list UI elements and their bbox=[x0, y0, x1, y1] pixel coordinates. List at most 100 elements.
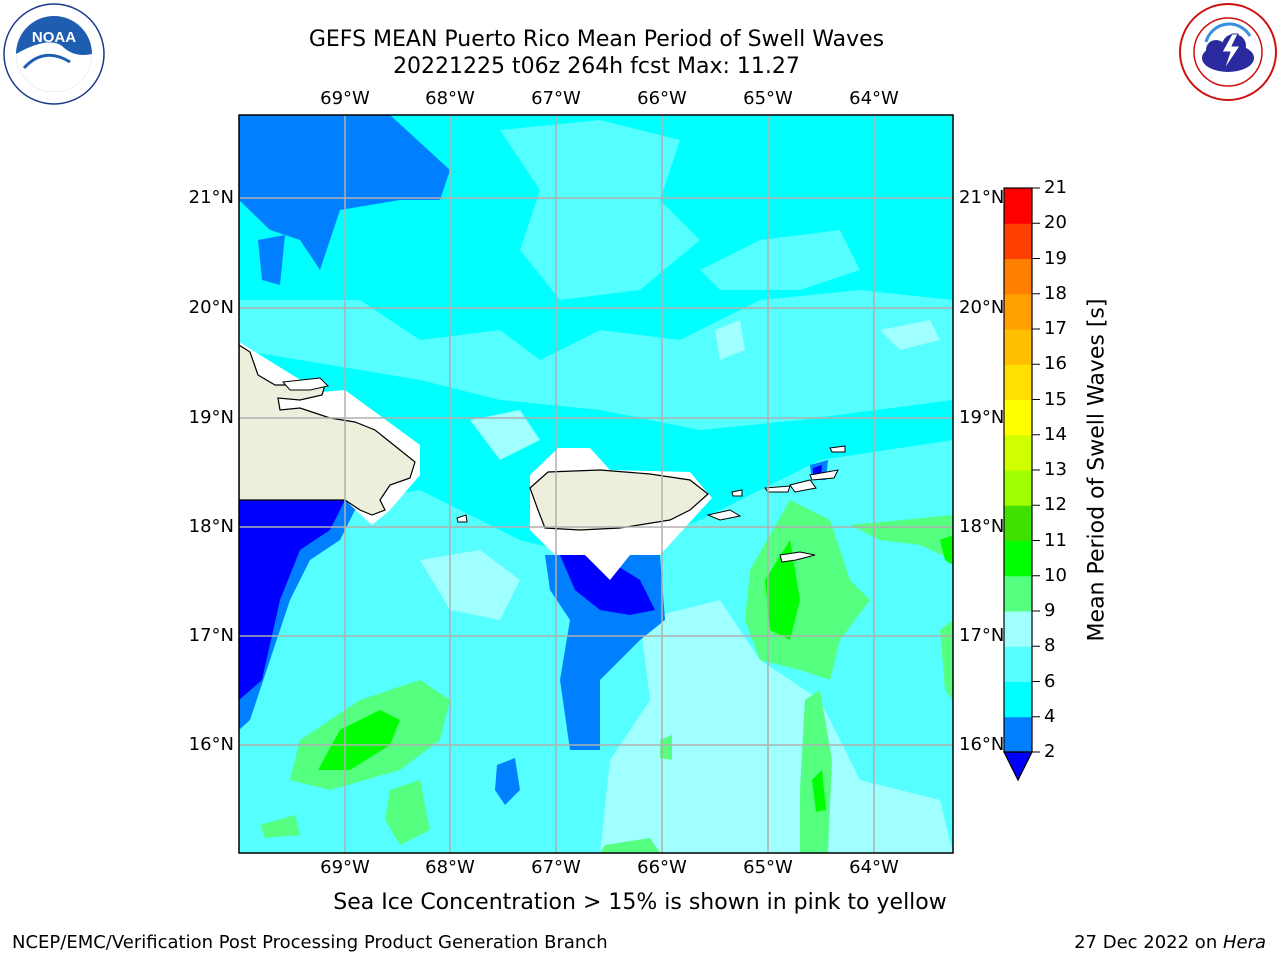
contour-10s-patch-5 bbox=[660, 735, 672, 760]
lon-label-bottom-67w: 67°W bbox=[531, 857, 581, 878]
contour-9s-patch-4 bbox=[715, 320, 745, 360]
colorbar-segment bbox=[1004, 399, 1032, 436]
contour-10s-patch-3 bbox=[940, 620, 953, 700]
colorbar-tick-label: 16 bbox=[1044, 353, 1067, 375]
sea-ice-note: Sea Ice Concentration > 15% is shown in … bbox=[333, 890, 947, 915]
colorbar-tick-label: 15 bbox=[1044, 388, 1067, 410]
colorbar-tick-label: 14 bbox=[1044, 423, 1067, 445]
lon-label-top-64w: 64°W bbox=[849, 88, 899, 109]
contour-11s-east bbox=[765, 540, 800, 640]
lat-label-right-16n: 16°N bbox=[959, 734, 1005, 755]
contour-8s-northeast bbox=[700, 230, 860, 290]
colorbar-segment bbox=[1004, 540, 1032, 577]
contour-8s-central bbox=[239, 290, 953, 430]
noaa-logo-text: NOAA bbox=[32, 29, 76, 46]
contour-4s-patch-2 bbox=[495, 758, 520, 805]
colorbar-segment bbox=[1004, 364, 1032, 400]
colorbar-tick-label: 20 bbox=[1044, 212, 1067, 234]
contour-10s-southstrip bbox=[800, 690, 832, 853]
colorbar-segment bbox=[1004, 505, 1032, 541]
colorbar-segment bbox=[1004, 470, 1032, 506]
colorbar-tick-label: 17 bbox=[1044, 318, 1067, 339]
mona-island bbox=[456, 514, 468, 523]
contour-4s-patch bbox=[258, 235, 285, 285]
colorbar-segment bbox=[1004, 611, 1032, 647]
lon-label-bottom-69w: 69°W bbox=[320, 857, 370, 878]
contour-9s-southeast bbox=[600, 600, 953, 853]
lat-label-left-19n: 19°N bbox=[188, 407, 234, 428]
contour-10s-east bbox=[745, 500, 870, 680]
footer-host: Hera bbox=[1222, 932, 1266, 953]
footer-date: 27 Dec 2022 on Hera bbox=[1074, 932, 1266, 953]
lat-label-left-21n: 21°N bbox=[188, 187, 234, 208]
footer-date-text: 27 Dec 2022 on bbox=[1074, 932, 1223, 953]
contour-10s-patch bbox=[385, 780, 430, 845]
lat-label-right-21n: 21°N bbox=[959, 187, 1005, 208]
colorbar-tick-label: 11 bbox=[1044, 529, 1067, 551]
culebra-island bbox=[731, 489, 743, 497]
lat-label-right-18n: 18°N bbox=[959, 516, 1005, 537]
footer-credit: NCEP/EMC/Verification Post Processing Pr… bbox=[12, 932, 608, 953]
colorbar-tick-label: 12 bbox=[1044, 494, 1067, 516]
lon-label-top-67w: 67°W bbox=[531, 88, 581, 109]
lat-label-right-19n: 19°N bbox=[959, 407, 1005, 428]
lon-label-bottom-66w: 66°W bbox=[637, 857, 687, 878]
contour-9s-patch-2 bbox=[470, 410, 540, 460]
colorbar-tick-label: 19 bbox=[1044, 247, 1067, 269]
colorbar-title: Mean Period of Swell Waves [s] bbox=[1084, 298, 1110, 642]
lon-label-top-68w: 68°W bbox=[425, 88, 475, 109]
colorbar-segment bbox=[1004, 575, 1032, 612]
colorbar-segment bbox=[1004, 646, 1032, 682]
colorbar-segment bbox=[1004, 223, 1032, 259]
virgin-gorda-island bbox=[809, 469, 839, 481]
lat-label-right-17n: 17°N bbox=[959, 625, 1005, 646]
contour-9s-patch bbox=[420, 550, 520, 620]
colorbar-tick-label: 4 bbox=[1044, 705, 1056, 727]
noaa-logo: NOAA bbox=[3, 3, 105, 105]
st-thomas-island bbox=[764, 485, 791, 493]
colorbar-tick-label: 18 bbox=[1044, 282, 1067, 304]
colorbar-tick-label: 13 bbox=[1044, 459, 1067, 480]
swell-period-field bbox=[239, 115, 953, 853]
colorbar-segment bbox=[1004, 329, 1032, 365]
lat-label-left-17n: 17°N bbox=[188, 625, 234, 646]
lon-label-top-69w: 69°W bbox=[320, 88, 370, 109]
contour-9s-patch-3 bbox=[880, 320, 940, 350]
colorbar-tick-label: 10 bbox=[1044, 564, 1067, 586]
chart-subtitle: 20221225 t06z 264h fcst Max: 11.27 bbox=[393, 54, 800, 79]
colorbar-segment bbox=[1004, 681, 1032, 718]
contour-10s-patch-2 bbox=[260, 815, 300, 838]
map-frame bbox=[238, 114, 954, 854]
colorbar bbox=[1003, 187, 1040, 782]
contour-11s-southwest bbox=[318, 710, 400, 770]
lat-label-right-20n: 20°N bbox=[959, 297, 1005, 318]
lon-label-bottom-64w: 64°W bbox=[849, 857, 899, 878]
contour-2s-south-pr bbox=[560, 555, 655, 615]
colorbar-segment bbox=[1004, 434, 1032, 471]
contour-10s-patch-4 bbox=[600, 838, 660, 853]
lon-label-bottom-68w: 68°W bbox=[425, 857, 475, 878]
colorbar-segment bbox=[1004, 258, 1032, 295]
lon-label-bottom-65w: 65°W bbox=[743, 857, 793, 878]
nws-logo bbox=[1179, 3, 1277, 101]
lat-label-left-18n: 18°N bbox=[188, 516, 234, 537]
anegada-island bbox=[829, 445, 846, 453]
colorbar-extend-triangle bbox=[1003, 751, 1033, 782]
colorbar-segment bbox=[1004, 188, 1032, 224]
colorbar-segment bbox=[1004, 716, 1032, 753]
colorbar-tick-label: 21 bbox=[1044, 177, 1067, 198]
lat-label-left-16n: 16°N bbox=[188, 734, 234, 755]
contour-2s-west bbox=[239, 500, 345, 700]
lon-label-top-65w: 65°W bbox=[743, 88, 793, 109]
tortue-island bbox=[281, 377, 329, 391]
lat-label-left-20n: 20°N bbox=[188, 297, 234, 318]
colorbar-segment bbox=[1004, 293, 1032, 330]
contour-11s-south bbox=[812, 770, 826, 812]
tortola-island bbox=[789, 479, 817, 493]
grid-lines bbox=[239, 115, 953, 853]
colorbar-tick-label: 6 bbox=[1044, 670, 1056, 692]
colorbar-tick-label: 8 bbox=[1044, 635, 1056, 657]
colorbar-tick-label: 2 bbox=[1044, 741, 1056, 762]
contour-11s-patch bbox=[940, 535, 953, 565]
